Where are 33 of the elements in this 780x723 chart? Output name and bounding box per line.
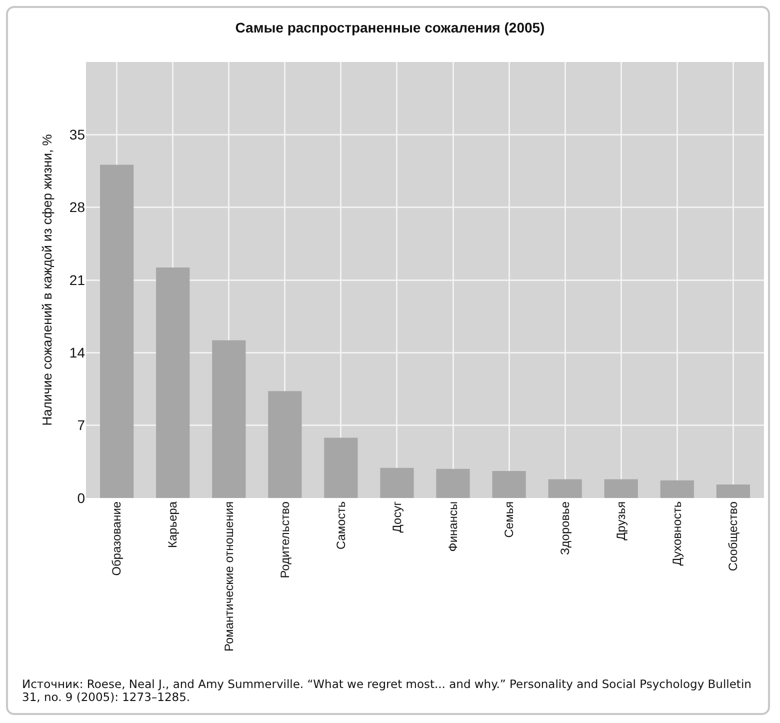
- bar: [660, 480, 694, 498]
- y-tick-label: 14: [69, 344, 86, 361]
- x-tick-label: Духовность: [670, 501, 684, 566]
- bar: [324, 438, 358, 498]
- bar: [380, 468, 414, 498]
- x-tick-label: Самость: [334, 501, 348, 550]
- bar: [268, 391, 302, 498]
- chart-title: Самые распространенные сожаления (2005): [235, 19, 545, 36]
- bar: [716, 484, 750, 498]
- x-tick-label: Здоровье: [558, 501, 572, 555]
- y-axis-title: Наличие сожалений в каждой из сфер жизни, %: [39, 134, 54, 426]
- bar: [604, 479, 638, 498]
- x-tick-label: Досуг: [390, 500, 404, 533]
- x-tick-label: Образование: [110, 501, 124, 576]
- x-tick-label: Финансы: [446, 501, 460, 552]
- bar: [548, 479, 582, 498]
- y-tick-label: 28: [69, 199, 86, 216]
- bar: [492, 471, 526, 498]
- x-tick-label: Родительство: [278, 501, 292, 578]
- x-tick-label: Сообщество: [726, 501, 740, 572]
- bar: [156, 268, 190, 498]
- x-tick-label: Семья: [502, 501, 516, 538]
- y-tick-label: 7: [77, 417, 86, 434]
- y-tick-label: 21: [69, 272, 86, 288]
- bar: [212, 340, 246, 498]
- bar: [100, 164, 134, 498]
- x-tick-label: Друзья: [614, 501, 628, 540]
- x-tick-label: Карьера: [166, 501, 180, 548]
- bar: [436, 468, 470, 498]
- y-tick-label: 35: [69, 126, 86, 143]
- x-tick-label: Романтические отношения: [222, 501, 236, 652]
- text: Источник: Roese, Neal J., and Amy Summerville. “What we regret most... and why.” Personality and Social Psychology Bulletin 31, no. 9 (2005): 1273–1285.: [22, 677, 752, 704]
- y-tick-label: 0: [77, 490, 86, 506]
